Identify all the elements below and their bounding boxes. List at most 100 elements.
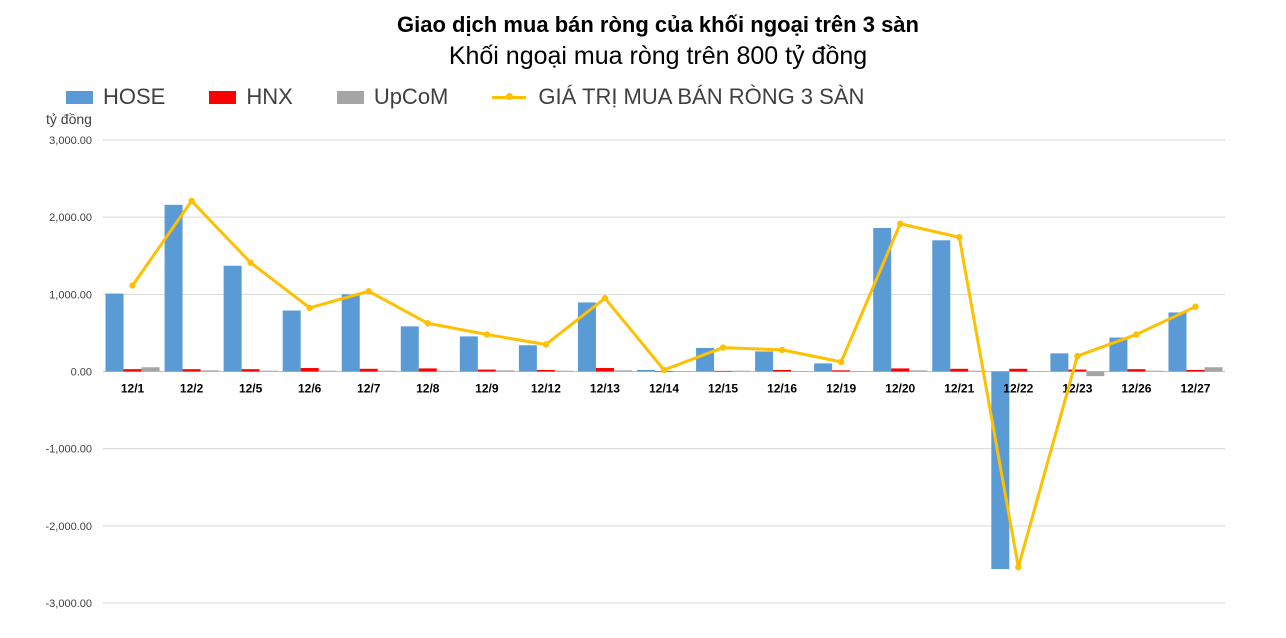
bar-hnx [714, 370, 733, 372]
legend-swatch-upcom [336, 90, 364, 104]
bar-hnx [891, 368, 910, 372]
bar-hose [282, 310, 301, 372]
bar-hnx [773, 369, 792, 372]
line-point [660, 366, 668, 374]
bar-upcom [968, 370, 987, 372]
legend-item-upcom: UpCoM [336, 84, 448, 110]
bar-hose [755, 351, 774, 372]
bar-upcom [141, 367, 160, 372]
y-tick-label: 3,000.00 [49, 135, 92, 147]
line-point [601, 294, 609, 302]
bar-hnx [1068, 369, 1087, 372]
line-point [1015, 563, 1022, 571]
x-tick-label: 12/5 [239, 382, 263, 396]
bar-upcom [1086, 371, 1105, 377]
legend-swatch-hnx [209, 90, 237, 104]
bar-upcom [613, 370, 632, 372]
x-tick-label: 12/9 [475, 382, 499, 396]
bar-upcom [436, 370, 455, 372]
bar-hose [814, 363, 833, 372]
bar-hose [932, 240, 951, 372]
bar-upcom [909, 370, 928, 372]
line-point [1074, 352, 1081, 360]
x-tick-label: 12/8 [416, 382, 440, 396]
bar-upcom [732, 370, 751, 372]
line-point [778, 346, 786, 354]
bar-upcom [377, 370, 396, 372]
legend-label-total: GIÁ TRỊ MUA BÁN RÒNG 3 SÀN [538, 84, 865, 109]
x-tick-label: 12/15 [708, 382, 738, 396]
bar-upcom [791, 371, 810, 372]
x-tick-label: 12/22 [1003, 382, 1033, 396]
line-point [1133, 331, 1140, 338]
line-point [483, 331, 491, 338]
bar-hose [341, 294, 360, 372]
line-point [365, 288, 372, 295]
x-tick-label: 12/12 [531, 382, 561, 396]
legend-item-hose: HOSE [66, 84, 165, 110]
bar-hnx [418, 368, 437, 372]
bar-hnx [241, 369, 260, 372]
y-tick-label: -3,000.00 [46, 598, 92, 610]
bar-upcom [259, 370, 278, 372]
legend-swatch-total [492, 93, 527, 100]
legend-swatch-hose [66, 90, 93, 104]
line-point [956, 234, 963, 241]
bar-hnx [1127, 369, 1146, 372]
x-tick-label: 12/2 [180, 382, 204, 396]
x-tick-label: 12/1 [121, 382, 145, 396]
bar-hose [637, 369, 655, 372]
x-tick-label: 12/14 [649, 382, 679, 396]
bar-hnx [359, 368, 378, 372]
bar-upcom [554, 370, 573, 372]
x-tick-label: 12/27 [1180, 382, 1210, 396]
bar-upcom [1145, 370, 1164, 372]
bar-hnx [832, 370, 851, 372]
x-tick-label: 12/13 [590, 382, 620, 396]
bar-hnx [595, 368, 614, 372]
x-tick-label: 12/6 [298, 382, 322, 396]
bar-hnx [1186, 369, 1205, 372]
y-tick-label: 1,000.00 [49, 289, 92, 301]
y-tick-label: 0.00 [71, 367, 92, 379]
line-point [1192, 303, 1199, 310]
bar-hose [223, 265, 242, 372]
bar-hnx [477, 369, 496, 372]
x-tick-label: 12/20 [885, 382, 915, 396]
line-point [719, 344, 727, 351]
bar-hose [518, 345, 537, 372]
x-tick-label: 12/7 [357, 382, 381, 396]
line-point [837, 358, 845, 366]
bar-hose [1168, 312, 1187, 372]
bar-hose [577, 302, 596, 372]
bar-hose [105, 293, 124, 372]
line-point [424, 320, 431, 327]
x-tick-label: 12/21 [944, 382, 974, 396]
bar-hnx [1009, 368, 1028, 372]
line-point [542, 341, 550, 348]
bar-upcom [495, 370, 514, 372]
bar-hose [400, 326, 419, 372]
bar-hnx [536, 369, 555, 372]
chart-subtitle: Khối ngoại mua ròng trên 800 tỷ đồng [448, 42, 868, 70]
y-tick-label: -1,000.00 [46, 444, 92, 456]
bar-hose [1109, 337, 1128, 372]
legend-label-hnx: HNX [246, 84, 293, 109]
x-tick-label: 12/26 [1121, 382, 1151, 396]
bar-hnx [182, 369, 201, 372]
bar-upcom [318, 370, 337, 372]
chart-legend: HOSE HNX UpCoM GIÁ TRỊ MUA BÁN RÒNG 3 SÀ… [66, 84, 908, 110]
line-point [247, 259, 254, 266]
x-tick-label: 12/19 [826, 382, 856, 396]
bar-upcom [1204, 367, 1223, 372]
bar-hnx [950, 368, 969, 372]
bar-hose [1050, 353, 1069, 372]
bar-hnx [300, 368, 319, 372]
bar-upcom [1027, 371, 1046, 372]
bar-hose [164, 204, 183, 372]
y-tick-label: 2,000.00 [49, 212, 92, 224]
y-axis-label: tỷ đồng [46, 111, 92, 127]
line-point [897, 220, 904, 227]
legend-item-hnx: HNX [209, 84, 293, 110]
